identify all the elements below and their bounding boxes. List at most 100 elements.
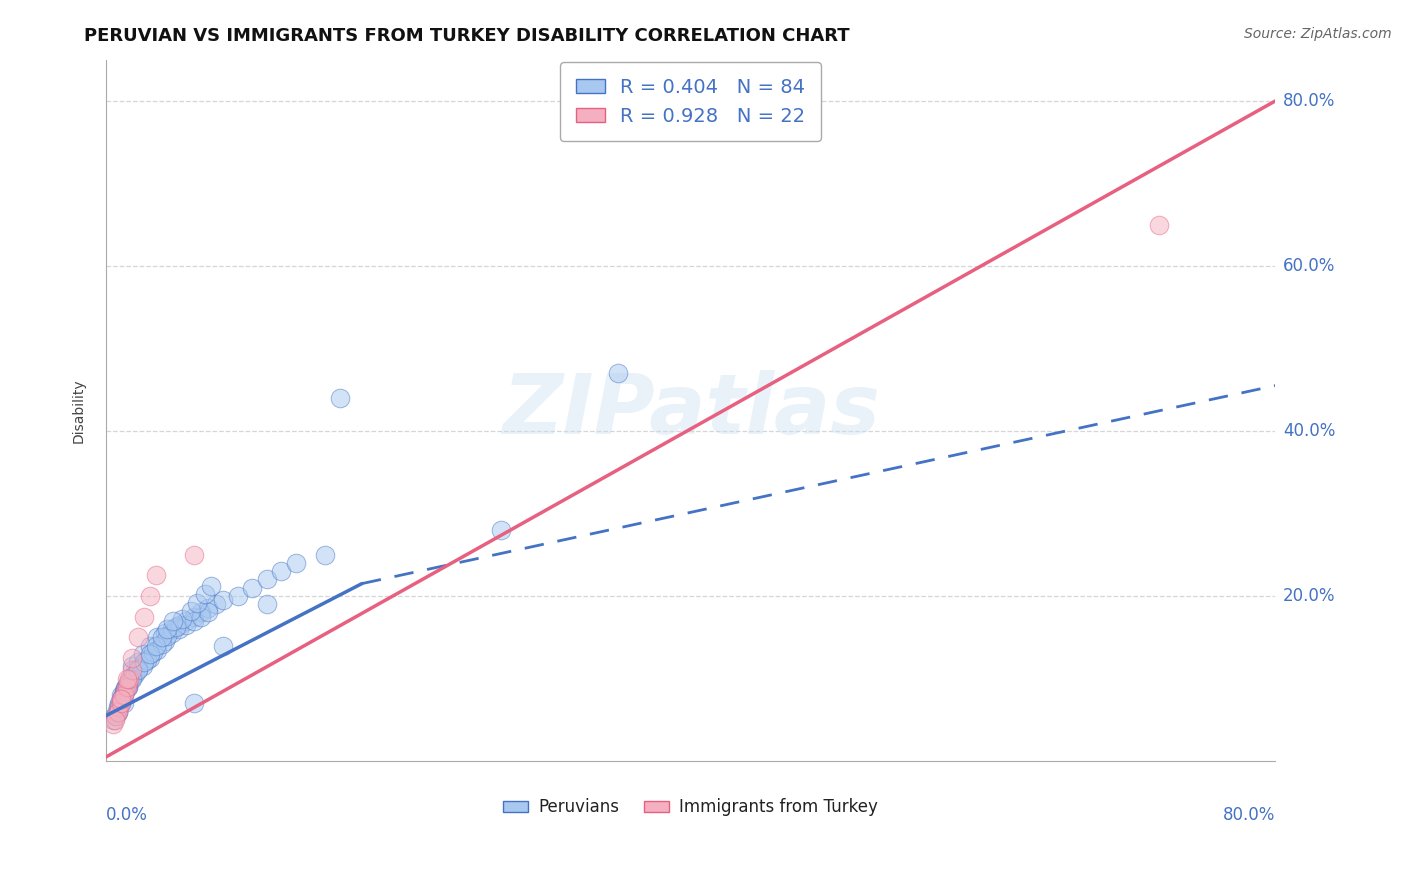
Point	[183, 614, 205, 628]
Point	[103, 713, 125, 727]
Point	[150, 630, 173, 644]
Point	[150, 637, 173, 651]
Point	[117, 680, 139, 694]
Point	[111, 690, 134, 704]
Point	[132, 609, 155, 624]
Point	[146, 642, 169, 657]
Point	[190, 606, 212, 620]
Point	[114, 681, 136, 696]
Y-axis label: Disability: Disability	[72, 378, 86, 442]
Point	[105, 708, 128, 723]
Text: Source: ZipAtlas.com: Source: ZipAtlas.com	[1244, 27, 1392, 41]
Point	[108, 698, 131, 712]
Point	[176, 618, 198, 632]
Point	[127, 655, 149, 669]
Point	[270, 564, 292, 578]
Text: 80.0%: 80.0%	[1223, 806, 1275, 824]
Point	[240, 581, 263, 595]
Point	[131, 659, 153, 673]
Point	[108, 700, 131, 714]
Point	[139, 589, 162, 603]
Point	[107, 700, 129, 714]
Point	[186, 596, 208, 610]
Point	[136, 653, 159, 667]
Point	[197, 601, 219, 615]
Point	[110, 692, 132, 706]
Point	[124, 667, 146, 681]
Text: PERUVIAN VS IMMIGRANTS FROM TURKEY DISABILITY CORRELATION CHART: PERUVIAN VS IMMIGRANTS FROM TURKEY DISAB…	[84, 27, 851, 45]
Point	[256, 573, 278, 587]
Point	[114, 681, 136, 696]
Point	[183, 609, 205, 624]
Point	[204, 597, 226, 611]
Point	[121, 672, 143, 686]
Point	[115, 680, 138, 694]
Point	[131, 647, 153, 661]
Point	[190, 609, 212, 624]
Point	[139, 639, 162, 653]
Point	[167, 618, 190, 632]
Point	[139, 647, 162, 661]
Point	[153, 626, 176, 640]
Point	[314, 548, 336, 562]
Point	[127, 662, 149, 676]
Point	[121, 659, 143, 673]
Point	[139, 651, 162, 665]
Point	[200, 579, 222, 593]
Point	[197, 606, 219, 620]
Point	[142, 645, 165, 659]
Point	[162, 614, 184, 628]
Point	[117, 675, 139, 690]
Point	[104, 713, 127, 727]
Point	[180, 604, 202, 618]
Point	[153, 634, 176, 648]
Text: 60.0%: 60.0%	[1282, 257, 1336, 275]
Point	[108, 696, 131, 710]
Point	[132, 655, 155, 669]
Point	[165, 620, 187, 634]
Point	[118, 672, 141, 686]
Point	[117, 675, 139, 690]
Point	[121, 670, 143, 684]
Point	[118, 673, 141, 688]
Point	[110, 688, 132, 702]
Point	[114, 684, 136, 698]
Point	[145, 568, 167, 582]
Point	[146, 630, 169, 644]
Point	[115, 678, 138, 692]
Point	[160, 626, 183, 640]
Text: ZIPatlas: ZIPatlas	[502, 370, 880, 450]
Point	[103, 717, 125, 731]
Point	[212, 593, 235, 607]
Point	[127, 663, 149, 677]
Point	[1147, 218, 1170, 232]
Text: 20.0%: 20.0%	[1282, 587, 1336, 605]
Point	[112, 688, 135, 702]
Point	[112, 688, 135, 702]
Point	[212, 639, 235, 653]
Point	[160, 622, 183, 636]
Point	[112, 686, 135, 700]
Point	[127, 630, 149, 644]
Point	[117, 680, 139, 694]
Legend: Peruvians, Immigrants from Turkey: Peruvians, Immigrants from Turkey	[496, 791, 884, 822]
Point	[112, 684, 135, 698]
Point	[156, 622, 179, 636]
Point	[285, 556, 308, 570]
Point	[117, 675, 139, 690]
Text: 40.0%: 40.0%	[1282, 422, 1336, 440]
Point	[124, 663, 146, 677]
Point	[110, 692, 132, 706]
Point	[107, 705, 129, 719]
Point	[194, 587, 217, 601]
Point	[489, 523, 512, 537]
Point	[256, 597, 278, 611]
Point	[226, 589, 249, 603]
Point	[172, 612, 194, 626]
Point	[121, 651, 143, 665]
Point	[105, 706, 128, 721]
Point	[110, 696, 132, 710]
Point	[176, 614, 198, 628]
Point	[112, 696, 135, 710]
Point	[107, 705, 129, 719]
